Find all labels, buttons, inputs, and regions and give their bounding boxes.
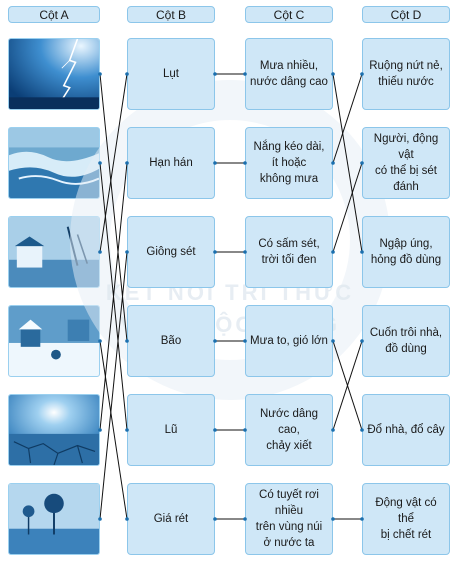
line-a4-b6	[99, 340, 128, 520]
col-b-item-4[interactable]: Bão	[127, 305, 215, 377]
line-a3-b1	[99, 73, 128, 253]
line-c4-d5	[332, 340, 363, 431]
col-c-item-3[interactable]: Có sấm sét, trời tối đen	[245, 216, 333, 288]
col-d-item-4[interactable]: Cuốn trôi nhà, đồ dùng	[362, 305, 450, 377]
col-c-item-5[interactable]: Nước dâng cao, chảy xiết	[245, 394, 333, 466]
header-col-c: Cột C	[245, 6, 333, 23]
col-b-item-6[interactable]: Giá rét	[127, 483, 215, 555]
line-c3-d2	[332, 162, 363, 253]
col-d-item-1[interactable]: Ruộng nứt nẻ, thiếu nước	[362, 38, 450, 110]
line-a2-b5	[99, 162, 128, 431]
snowy-village-photo	[8, 305, 100, 377]
col-b-item-1[interactable]: Lụt	[127, 38, 215, 110]
col-b-item-3[interactable]: Giông sét	[127, 216, 215, 288]
line-c1-d3	[332, 73, 363, 253]
line-a5-b2	[99, 162, 128, 431]
line-a1-b4	[99, 73, 128, 342]
col-c-item-6[interactable]: Có tuyết rơi nhiều trên vùng núi ở nước …	[245, 483, 333, 555]
header-col-d: Cột D	[362, 6, 450, 23]
col-b-item-2[interactable]: Hạn hán	[127, 127, 215, 199]
flooded-trees-photo	[8, 483, 100, 555]
header-col-a: Cột A	[8, 6, 100, 23]
col-d-item-6[interactable]: Động vật có thể bị chết rét	[362, 483, 450, 555]
line-c5-d4	[332, 340, 363, 431]
storm-damage-photo	[8, 216, 100, 288]
cracked-drought-ground-photo	[8, 394, 100, 466]
col-c-item-2[interactable]: Nắng kéo dài, ít hoặc không mưa	[245, 127, 333, 199]
line-c2-d1	[332, 73, 363, 164]
flood-water-photo	[8, 127, 100, 199]
col-c-item-4[interactable]: Mưa to, gió lớn	[245, 305, 333, 377]
col-d-item-2[interactable]: Người, động vật có thể bị sét đánh	[362, 127, 450, 199]
col-d-item-3[interactable]: Ngập úng, hỏng đồ dùng	[362, 216, 450, 288]
col-d-item-5[interactable]: Đổ nhà, đổ cây	[362, 394, 450, 466]
header-col-b: Cột B	[127, 6, 215, 23]
line-a6-b3	[99, 251, 128, 520]
col-b-item-5[interactable]: Lũ	[127, 394, 215, 466]
col-c-item-1[interactable]: Mưa nhiều, nước dâng cao	[245, 38, 333, 110]
lightning-storm-photo	[8, 38, 100, 110]
